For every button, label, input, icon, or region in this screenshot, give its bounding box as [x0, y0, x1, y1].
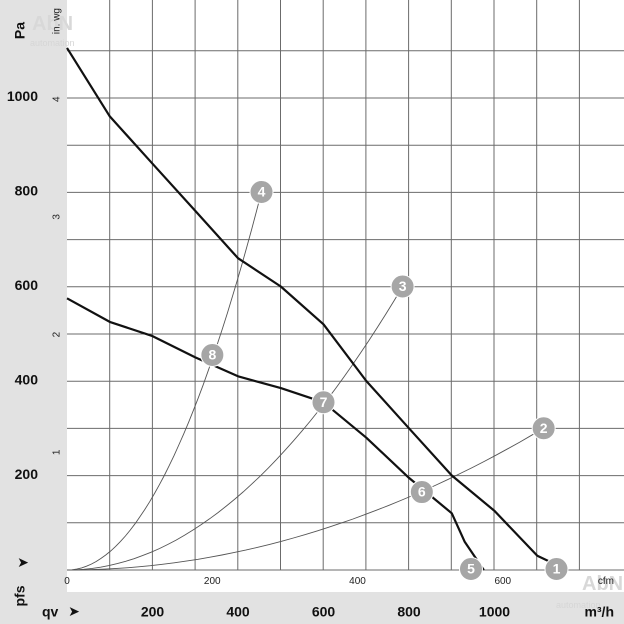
- axis-ticks: 200 400 600 800 1000 1 2 3 4 200 400 600 800 1000 0 200…: [7, 88, 512, 620]
- operating-point-8: 8: [200, 343, 225, 368]
- x-tick-m3h: 800: [397, 604, 421, 620]
- y-unit-primary: Pa: [12, 22, 28, 39]
- marker-circle: [409, 480, 434, 505]
- x-axis-label: qv: [42, 604, 59, 620]
- operating-point-1: 1: [544, 557, 569, 581]
- x-tick-m3h: 600: [312, 604, 336, 620]
- y-tick-inwg: 3: [52, 214, 63, 220]
- x-tick-cfm: 400: [349, 576, 366, 587]
- operating-point-2: 2: [531, 416, 556, 441]
- y-unit-secondary: in. wg: [52, 8, 63, 34]
- y-tick-pa: 600: [15, 277, 39, 293]
- marker-label: 6: [418, 484, 426, 500]
- marker-label: 4: [258, 184, 266, 200]
- system-curve-2: [66, 427, 544, 571]
- y-axis-label: pfs: [12, 585, 28, 606]
- operating-point-7: 7: [311, 390, 336, 415]
- operating-point-markers: 1 2 3 4 5 6 7 8: [200, 180, 569, 581]
- marker-circle: [531, 416, 556, 441]
- system-curves: [66, 191, 544, 571]
- x-tick-cfm: 600: [494, 576, 511, 587]
- marker-label: 2: [540, 420, 548, 436]
- grid: [67, 0, 624, 571]
- y-tick-inwg: 2: [52, 331, 63, 337]
- plot-area: [67, 0, 624, 570]
- x-tick-cfm: 200: [204, 576, 221, 587]
- marker-label: 7: [320, 394, 328, 410]
- watermark-group: AbN automation AbN automation: [30, 13, 623, 610]
- marker-circle: [249, 180, 274, 204]
- fan-curve-2: [66, 297, 485, 571]
- y-axis-arrow-icon: ➤: [17, 555, 29, 571]
- operating-point-6: 6: [409, 480, 434, 505]
- x-tick-m3h: 400: [226, 604, 250, 620]
- watermark-bottom-sub: automation: [556, 600, 601, 610]
- y-tick-pa: 1000: [7, 88, 38, 104]
- operating-point-4: 4: [249, 180, 274, 204]
- operating-point-5: 5: [458, 557, 483, 581]
- marker-label: 8: [208, 347, 216, 363]
- operating-point-3: 3: [390, 274, 415, 299]
- system-curve-4: [66, 191, 262, 571]
- watermark-bottom: AbN: [582, 573, 623, 595]
- marker-label: 5: [467, 561, 475, 577]
- y-tick-pa: 200: [15, 466, 39, 482]
- x-tick-m3h: 200: [141, 604, 165, 620]
- marker-circle: [311, 390, 336, 415]
- performance-curves: [66, 47, 568, 571]
- marker-circle: [200, 343, 225, 368]
- x-tick-m3h: 1000: [479, 604, 510, 620]
- system-curve-3: [66, 286, 403, 571]
- marker-circle: [458, 557, 483, 581]
- marker-label: 3: [399, 278, 407, 294]
- y-tick-pa: 400: [15, 372, 39, 388]
- y-tick-inwg: 4: [52, 96, 63, 102]
- x-tick-cfm: 0: [64, 576, 70, 587]
- cfm-axis-strip: [67, 570, 624, 592]
- y-tick-inwg: 1: [52, 449, 63, 455]
- y-tick-pa: 800: [15, 183, 39, 199]
- x-unit-secondary: cfm: [598, 576, 614, 587]
- watermark-top-sub: automation: [30, 38, 75, 48]
- marker-circle: [544, 557, 569, 581]
- marker-circle: [390, 274, 415, 299]
- x-unit-primary: m³/h: [584, 604, 614, 620]
- x-axis-arrow-icon: ➤: [68, 604, 80, 620]
- watermark-top: AbN: [32, 13, 73, 35]
- fan-curve-1: [66, 47, 568, 571]
- marker-label: 1: [553, 561, 561, 577]
